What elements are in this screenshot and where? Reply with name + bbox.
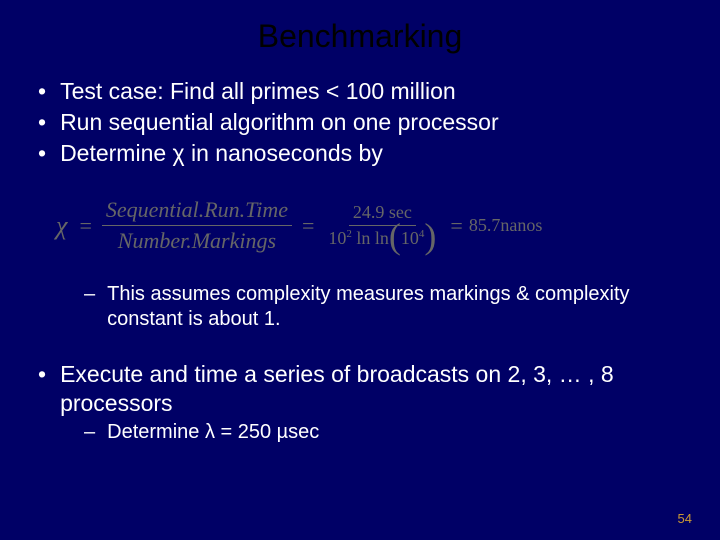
equals-sign: = — [302, 213, 314, 239]
bullet-item: Execute and time a series of broadcasts … — [38, 360, 682, 418]
formula-lhs: χ — [56, 211, 67, 241]
fraction-1: Sequential.Run.Time Number.Markings — [102, 197, 292, 254]
formula-rhs: 85.7nanos — [469, 215, 543, 236]
bullet-text: Determine λ = 250 µsec — [107, 420, 319, 445]
bullet-item: Test case: Find all primes < 100 million — [38, 77, 682, 106]
bullet-text: Run sequential algorithm on one processo… — [60, 108, 499, 137]
bullet-list: Test case: Find all primes < 100 million… — [38, 77, 682, 167]
sub-bullet-item: This assumes complexity measures marking… — [84, 282, 682, 332]
fraction-2: 24.9 sec 102 ln ln(104) — [324, 202, 440, 249]
bullet-list-2: This assumes complexity measures marking… — [38, 282, 682, 445]
sub-bullet-item: Determine λ = 250 µsec — [84, 420, 682, 445]
equals-sign: = — [79, 213, 91, 239]
bullet-item: Determine χ in nanoseconds by — [38, 139, 682, 168]
bullet-text: Determine χ in nanoseconds by — [60, 139, 383, 168]
denominator: 102 ln ln(104) — [324, 226, 440, 249]
equals-sign: = — [450, 213, 462, 239]
numerator: Sequential.Run.Time — [102, 197, 292, 226]
slide: Benchmarking Test case: Find all primes … — [0, 0, 720, 540]
bullet-text: Execute and time a series of broadcasts … — [60, 360, 682, 418]
formula: χ = Sequential.Run.Time Number.Markings … — [56, 197, 682, 254]
bullet-text: Test case: Find all primes < 100 million — [60, 77, 456, 106]
numerator: 24.9 sec — [349, 202, 416, 226]
slide-title: Benchmarking — [38, 18, 682, 55]
page-number: 54 — [678, 511, 692, 526]
bullet-item: Run sequential algorithm on one processo… — [38, 108, 682, 137]
bullet-text: This assumes complexity measures marking… — [107, 282, 682, 332]
denominator: Number.Markings — [114, 226, 280, 254]
